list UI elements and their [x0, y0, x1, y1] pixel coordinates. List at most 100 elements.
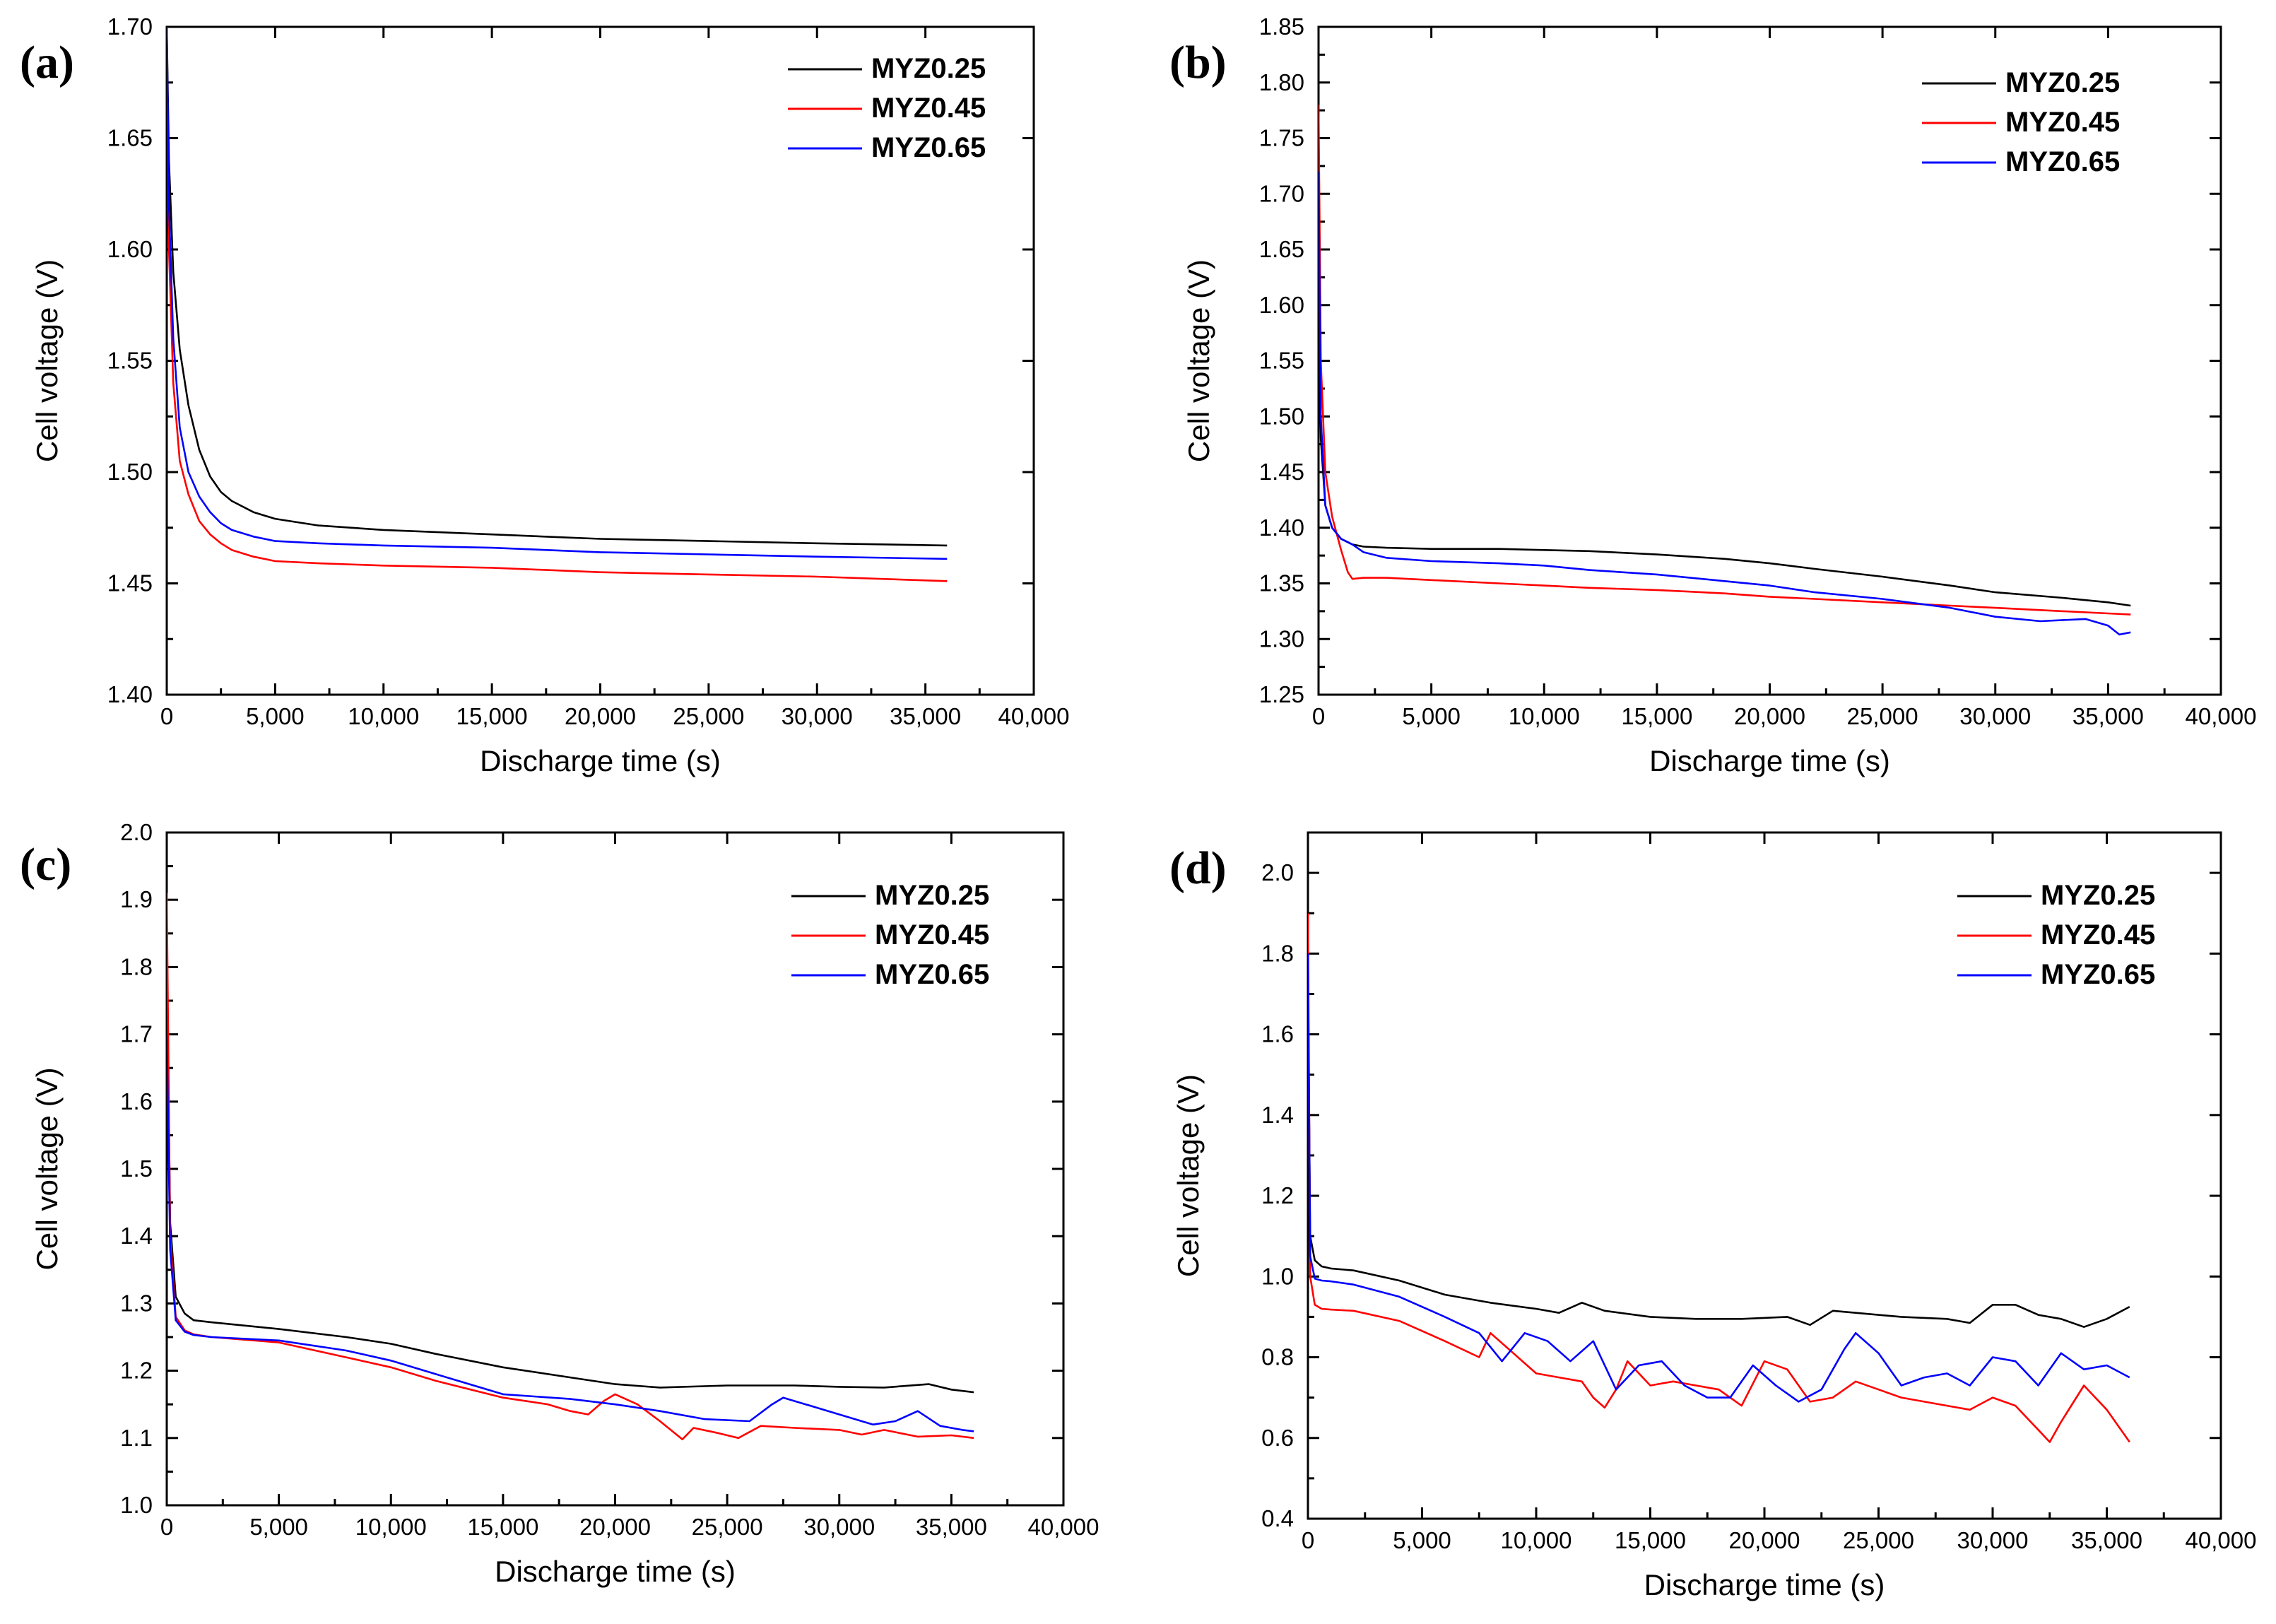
x-tick-label: 0: [160, 703, 173, 729]
x-tick-label: 0: [1312, 703, 1325, 729]
x-tick-label: 15,000: [456, 703, 528, 729]
series-line-myz025: [1308, 973, 2130, 1328]
x-tick-label: 20,000: [1729, 1527, 1800, 1553]
x-tick-label: 30,000: [1957, 1527, 2029, 1553]
series-line-myz045: [1319, 105, 2131, 616]
x-tick-label: 30,000: [803, 1514, 875, 1540]
x-tick-label: 35,000: [890, 703, 961, 729]
x-tick-label: 20,000: [565, 703, 636, 729]
legend-label: MYZ0.45: [2041, 919, 2155, 951]
y-tick-label: 0.4: [1261, 1505, 1294, 1531]
y-tick-label: 1.40: [107, 681, 153, 707]
y-axis-title: Cell voltage (V): [30, 259, 64, 462]
legend-label: MYZ0.45: [871, 93, 986, 124]
series-line-myz065: [167, 27, 948, 560]
y-tick-label: 1.85: [1259, 13, 1304, 40]
y-tick-label: 1.65: [107, 125, 153, 151]
series-line-myz045: [167, 27, 948, 582]
y-tick-label: 1.6: [120, 1088, 153, 1114]
x-tick-label: 30,000: [1959, 703, 2031, 729]
legend-label: MYZ0.65: [875, 959, 989, 990]
x-tick-label: 10,000: [355, 1514, 427, 1540]
panel-d: (d) 0 5,000 10,000 15,000 20,000 25,000 30,000 3…: [1169, 831, 2257, 1601]
legend-label: MYZ0.25: [875, 880, 989, 911]
x-tick-label: 20,000: [579, 1514, 651, 1540]
x-tick-label: 25,000: [1847, 703, 1918, 729]
y-tick-label: 1.1: [120, 1425, 153, 1451]
y-tick-label: 1.4: [1261, 1102, 1294, 1128]
x-tick-label: 25,000: [673, 703, 744, 729]
x-tick-label: 35,000: [916, 1514, 987, 1540]
panel-c: (c) 0 5,000 10,000 15,000 20,000 25,000 30,000 3…: [20, 819, 1099, 1588]
x-tick-label: 10,000: [348, 703, 419, 729]
y-tick-label: 1.0: [1261, 1263, 1294, 1289]
y-tick-label: 1.4: [120, 1223, 153, 1249]
panel-label: (a): [20, 37, 74, 88]
series-line-myz065: [1319, 171, 2131, 636]
y-tick-label: 1.45: [1259, 459, 1304, 485]
y-tick-label: 1.30: [1259, 625, 1304, 652]
y-tick-label: 1.6: [1261, 1021, 1294, 1047]
x-tick-label: 5,000: [1393, 1527, 1451, 1553]
y-tick-label: 1.8: [120, 953, 153, 979]
x-tick-label: 5,000: [246, 703, 305, 729]
y-tick-label: 1.65: [1259, 236, 1304, 262]
x-tick-label: 10,000: [1501, 1527, 1572, 1553]
x-tick-label: 0: [160, 1514, 173, 1540]
y-tick-label: 0.8: [1261, 1344, 1294, 1370]
panel-label: (c): [20, 839, 71, 890]
plot-frame: [165, 25, 1035, 696]
y-tick-label: 1.2: [120, 1358, 153, 1384]
panel-label: (d): [1169, 842, 1227, 894]
legend-label: MYZ0.45: [2005, 107, 2120, 138]
x-tick-label: 35,000: [2072, 703, 2144, 729]
y-tick-label: 1.45: [107, 570, 153, 596]
x-tick-label: 5,000: [1402, 703, 1461, 729]
legend-label: MYZ0.25: [2041, 880, 2155, 911]
x-tick-label: 5,000: [249, 1514, 308, 1540]
y-tick-label: 0.6: [1261, 1425, 1294, 1451]
panel-b: (b) 0 5,000 10,000 15,000 20,000 25,000 30,000 3…: [1169, 13, 2256, 777]
y-axis-title: Cell voltage (V): [1182, 259, 1215, 462]
y-tick-label: 2.0: [1261, 859, 1294, 885]
y-tick-label: 1.8: [1261, 940, 1294, 966]
y-tick-label: 1.9: [120, 886, 153, 912]
x-axis-title: Discharge time (s): [1649, 744, 1890, 777]
y-tick-label: 1.40: [1259, 514, 1304, 541]
x-tick-label: 15,000: [467, 1514, 538, 1540]
series-line-myz065: [167, 1034, 974, 1432]
y-axis-title: Cell voltage (V): [1172, 1074, 1205, 1277]
series-line-myz025: [167, 953, 974, 1394]
panel-label: (b): [1169, 37, 1227, 88]
y-tick-label: 1.70: [1259, 180, 1304, 206]
x-axis-title: Discharge time (s): [495, 1555, 736, 1588]
x-axis-title: Discharge time (s): [480, 744, 721, 777]
y-tick-label: 1.0: [120, 1492, 153, 1518]
x-tick-label: 30,000: [782, 703, 853, 729]
x-tick-label: 40,000: [2186, 703, 2257, 729]
x-tick-label: 35,000: [2071, 1527, 2142, 1553]
x-tick-label: 40,000: [2186, 1527, 2257, 1553]
x-tick-label: 40,000: [998, 703, 1070, 729]
series-line-myz065: [1308, 953, 2130, 1403]
y-tick-label: 1.3: [120, 1290, 153, 1316]
legend-label: MYZ0.45: [875, 919, 989, 951]
legend-label: MYZ0.65: [2005, 146, 2120, 177]
x-tick-label: 0: [1302, 1527, 1314, 1553]
y-tick-label: 1.5: [120, 1155, 153, 1182]
y-tick-label: 1.50: [1259, 403, 1304, 429]
y-tick-label: 1.2: [1261, 1182, 1294, 1208]
y-tick-label: 1.60: [1259, 292, 1304, 318]
series-line-myz045: [1308, 913, 2130, 1443]
x-tick-label: 10,000: [1509, 703, 1580, 729]
y-tick-label: 1.80: [1259, 69, 1304, 95]
y-tick-label: 1.55: [1259, 348, 1304, 374]
y-tick-label: 1.55: [107, 348, 153, 374]
legend-label: MYZ0.25: [871, 53, 986, 84]
y-tick-label: 2.0: [120, 819, 153, 845]
y-tick-label: 1.7: [120, 1021, 153, 1047]
y-axis-title: Cell voltage (V): [30, 1067, 64, 1270]
panel-a: (a) 0 5,000 10,000 15,000 20,000 25,000 30,000 3…: [20, 13, 1069, 777]
y-tick-label: 1.70: [107, 13, 153, 40]
